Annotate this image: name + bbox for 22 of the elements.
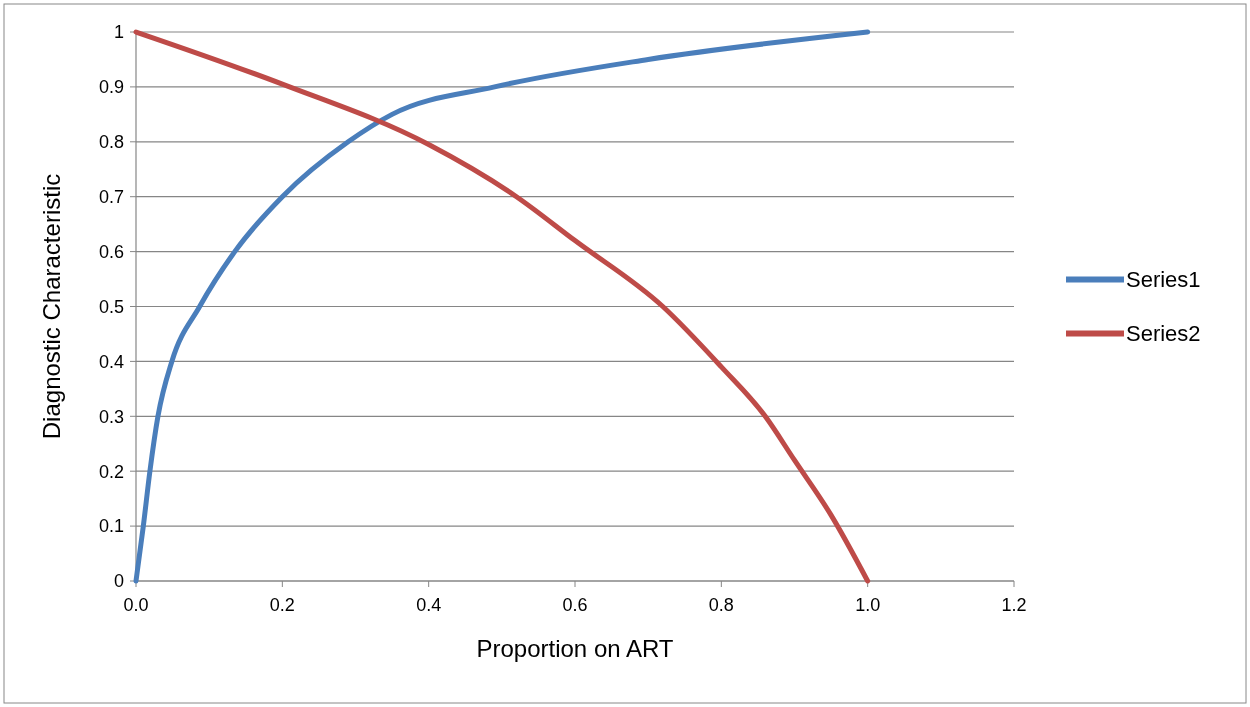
y-tick-label: 0.9 (98, 77, 124, 98)
y-tick-label: 1 (113, 22, 124, 43)
x-tick-label: 0.6 (562, 595, 588, 615)
legend-label: Series2 (1126, 321, 1201, 347)
x-tick-label: 0.0 (123, 595, 149, 615)
y-tick-label: 0.8 (98, 132, 124, 153)
x-axis-title: Proportion on ART (476, 635, 674, 662)
y-tick-label: 0.6 (98, 241, 124, 262)
x-tick-label: 1.0 (855, 595, 881, 615)
y-tick-label: 0.1 (98, 516, 124, 537)
x-tick-label: 0.8 (708, 595, 734, 615)
x-tick-label: 0.4 (416, 595, 442, 615)
legend-label: Series1 (1126, 267, 1201, 293)
y-tick-label: 0.3 (98, 406, 124, 427)
y-tick-label: 0.7 (98, 187, 124, 207)
x-tick-label: 0.2 (269, 595, 295, 615)
y-tick-label: 0.4 (98, 351, 124, 372)
y-tick-label: 0.5 (98, 296, 124, 317)
y-axis-title: Diagnostic Characteristic (38, 173, 65, 440)
x-tick-label: 1.2 (1001, 595, 1027, 615)
y-tick-label: 0 (113, 571, 124, 592)
y-tick-label: 0.2 (98, 461, 124, 482)
